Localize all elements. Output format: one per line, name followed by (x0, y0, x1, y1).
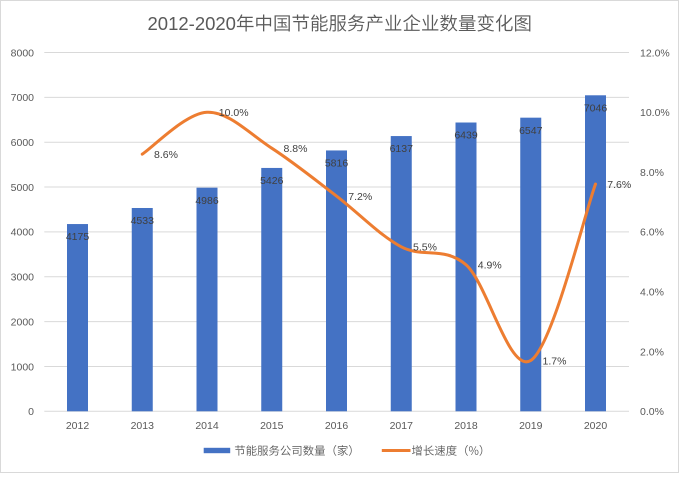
svg-text:2017: 2017 (390, 420, 414, 432)
svg-text:2015: 2015 (260, 420, 284, 432)
svg-text:6.0%: 6.0% (640, 227, 664, 239)
svg-text:2019: 2019 (519, 420, 543, 432)
svg-text:7.2%: 7.2% (348, 191, 372, 203)
svg-text:8.8%: 8.8% (284, 143, 308, 155)
svg-text:2018: 2018 (454, 420, 478, 432)
svg-text:5.5%: 5.5% (413, 242, 437, 254)
svg-text:2014: 2014 (195, 420, 219, 432)
svg-text:4175: 4175 (66, 231, 90, 243)
svg-text:7046: 7046 (584, 102, 608, 114)
svg-text:0.0%: 0.0% (640, 406, 664, 418)
svg-text:7000: 7000 (11, 92, 35, 104)
svg-text:5000: 5000 (11, 182, 35, 194)
svg-text:4533: 4533 (131, 215, 155, 227)
svg-text:1.7%: 1.7% (543, 355, 567, 367)
svg-text:7.6%: 7.6% (607, 179, 631, 191)
svg-text:2016: 2016 (325, 420, 349, 432)
svg-text:4.9%: 4.9% (478, 260, 502, 272)
svg-text:2012: 2012 (66, 420, 90, 432)
svg-text:6439: 6439 (454, 130, 478, 142)
svg-text:8000: 8000 (11, 47, 35, 59)
svg-text:3000: 3000 (11, 272, 35, 284)
svg-text:5816: 5816 (325, 158, 349, 170)
svg-text:2020: 2020 (584, 420, 608, 432)
svg-text:4986: 4986 (195, 195, 219, 207)
svg-text:2013: 2013 (131, 420, 155, 432)
svg-text:10.0%: 10.0% (640, 107, 670, 119)
svg-text:8.6%: 8.6% (154, 149, 178, 161)
svg-text:6000: 6000 (11, 137, 35, 149)
svg-text:4.0%: 4.0% (640, 287, 664, 299)
svg-text:2000: 2000 (11, 316, 35, 328)
svg-text:1000: 1000 (11, 361, 35, 373)
svg-text:6137: 6137 (390, 143, 414, 155)
svg-text:2012-2020: 2012-2020 (148, 13, 236, 34)
svg-text:2.0%: 2.0% (640, 346, 664, 358)
svg-text:8.0%: 8.0% (640, 167, 664, 179)
svg-text:10.0%: 10.0% (219, 107, 249, 119)
svg-text:6547: 6547 (519, 125, 543, 137)
svg-text:5426: 5426 (260, 175, 284, 187)
svg-text:0: 0 (28, 406, 34, 418)
svg-text:4000: 4000 (11, 227, 35, 239)
svg-text:12.0%: 12.0% (640, 47, 670, 59)
